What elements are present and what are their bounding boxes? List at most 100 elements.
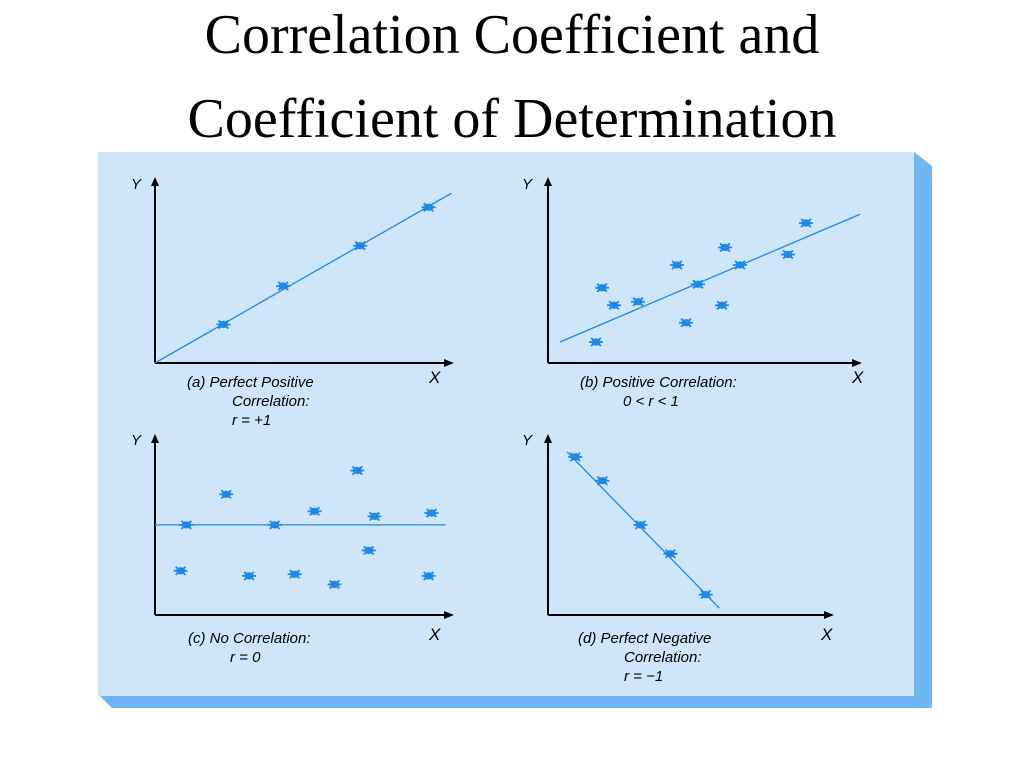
data-point-ray (716, 300, 728, 310)
caption-line: r = +1 (232, 412, 271, 429)
data-point (421, 571, 436, 581)
caption-line: (a) Perfect Positive (187, 374, 314, 391)
data-point (595, 475, 610, 486)
data-point (718, 242, 732, 253)
data-point-ray (632, 297, 644, 307)
x-axis-label: X (851, 368, 864, 387)
caption-line: 0 < r < 1 (623, 393, 679, 410)
data-point-ray (569, 452, 581, 462)
data-point (631, 297, 645, 307)
data-point (595, 283, 609, 293)
data-point (663, 549, 678, 559)
caption-line: (d) Perfect Negative (578, 630, 711, 647)
y-axis-label: Y (131, 176, 142, 193)
plot-c: Y X (c) No Correlation: r = 0 (131, 432, 454, 666)
data-point-ray (289, 569, 301, 579)
data-point-ray (368, 511, 381, 522)
caption-line: Correlation: (232, 393, 310, 410)
data-point (589, 337, 603, 347)
data-point (633, 520, 648, 530)
data-point-ray (180, 520, 192, 530)
data-point (691, 279, 705, 289)
data-point (267, 520, 282, 530)
x-axis-label: X (820, 625, 833, 644)
data-point-ray (734, 260, 746, 270)
data-point-ray (782, 249, 794, 260)
data-point (670, 260, 684, 270)
data-point (715, 300, 729, 310)
data-point-ray (692, 279, 704, 289)
caption-line: (c) No Correlation: (188, 630, 311, 647)
x-axis-arrow (444, 611, 454, 619)
panel-shade-right (914, 152, 932, 708)
panel-background (98, 152, 914, 696)
x-axis-arrow (852, 359, 862, 367)
plot-a: Y X (a) Perfect Positive Correlation: r = +1 (131, 176, 454, 429)
data-point (276, 281, 291, 291)
data-point-ray (175, 566, 187, 576)
fit-line (154, 192, 452, 364)
y-axis-arrow (151, 177, 159, 186)
data-point (307, 506, 322, 517)
data-point (179, 520, 194, 530)
data-point (219, 489, 234, 500)
data-point (287, 569, 302, 579)
data-point (421, 202, 436, 212)
data-point (698, 589, 713, 600)
y-axis-arrow (544, 177, 552, 186)
data-point-ray (309, 506, 321, 517)
data-point-ray (277, 281, 289, 291)
x-axis-arrow (444, 359, 454, 367)
caption-line: r = 0 (230, 649, 261, 666)
title-line-1: Correlation Coefficient and (204, 4, 820, 66)
data-point (327, 579, 342, 590)
figure-panel (98, 152, 932, 708)
data-point-ray (243, 571, 255, 581)
y-axis-arrow (544, 434, 552, 443)
y-axis-label: Y (131, 432, 142, 449)
plot-d: Y X (d) Perfect Negative Correlation: r = −1 (522, 432, 834, 685)
data-point (242, 571, 257, 581)
data-point (350, 465, 365, 476)
data-point (568, 452, 583, 462)
y-axis-label: Y (522, 176, 533, 193)
data-point (173, 566, 188, 576)
caption-line: r = −1 (624, 668, 663, 685)
data-point (733, 260, 747, 270)
data-point-ray (328, 579, 341, 590)
x-axis-label: X (428, 368, 441, 387)
data-point (799, 218, 813, 228)
scatter-charts: Y X (a) Perfect Positive Correlation: r = +1… (131, 176, 864, 685)
data-point-ray (217, 319, 229, 330)
y-axis-label: Y (522, 432, 533, 449)
data-point (216, 319, 231, 330)
data-point-ray (634, 520, 647, 530)
data-point-ray (596, 283, 608, 293)
fit-line (559, 213, 861, 343)
data-point-ray (700, 589, 712, 600)
data-point (679, 318, 693, 328)
data-point (424, 508, 439, 518)
data-point-ray (664, 549, 676, 559)
caption-line: Correlation: (624, 649, 702, 666)
x-axis-arrow (824, 611, 834, 619)
caption-line: (b) Positive Correlation: (580, 374, 737, 391)
data-point (353, 241, 368, 251)
data-point-ray (719, 242, 731, 253)
data-point-ray (596, 475, 608, 486)
data-point-ray (425, 508, 438, 518)
fit-line (566, 451, 720, 609)
data-point-ray (608, 300, 620, 310)
data-point-ray (590, 337, 602, 347)
data-point-ray (423, 571, 435, 581)
data-point-ray (351, 465, 363, 476)
data-point-ray (269, 520, 281, 530)
data-point-ray (800, 218, 812, 228)
x-axis-label: X (428, 625, 441, 644)
plot-b: Y X (b) Positive Correlation: 0 < r < 1 (522, 176, 864, 410)
data-point (361, 545, 376, 556)
panel-shade-bottom (100, 696, 932, 708)
data-point (367, 511, 382, 522)
data-point (781, 249, 795, 260)
